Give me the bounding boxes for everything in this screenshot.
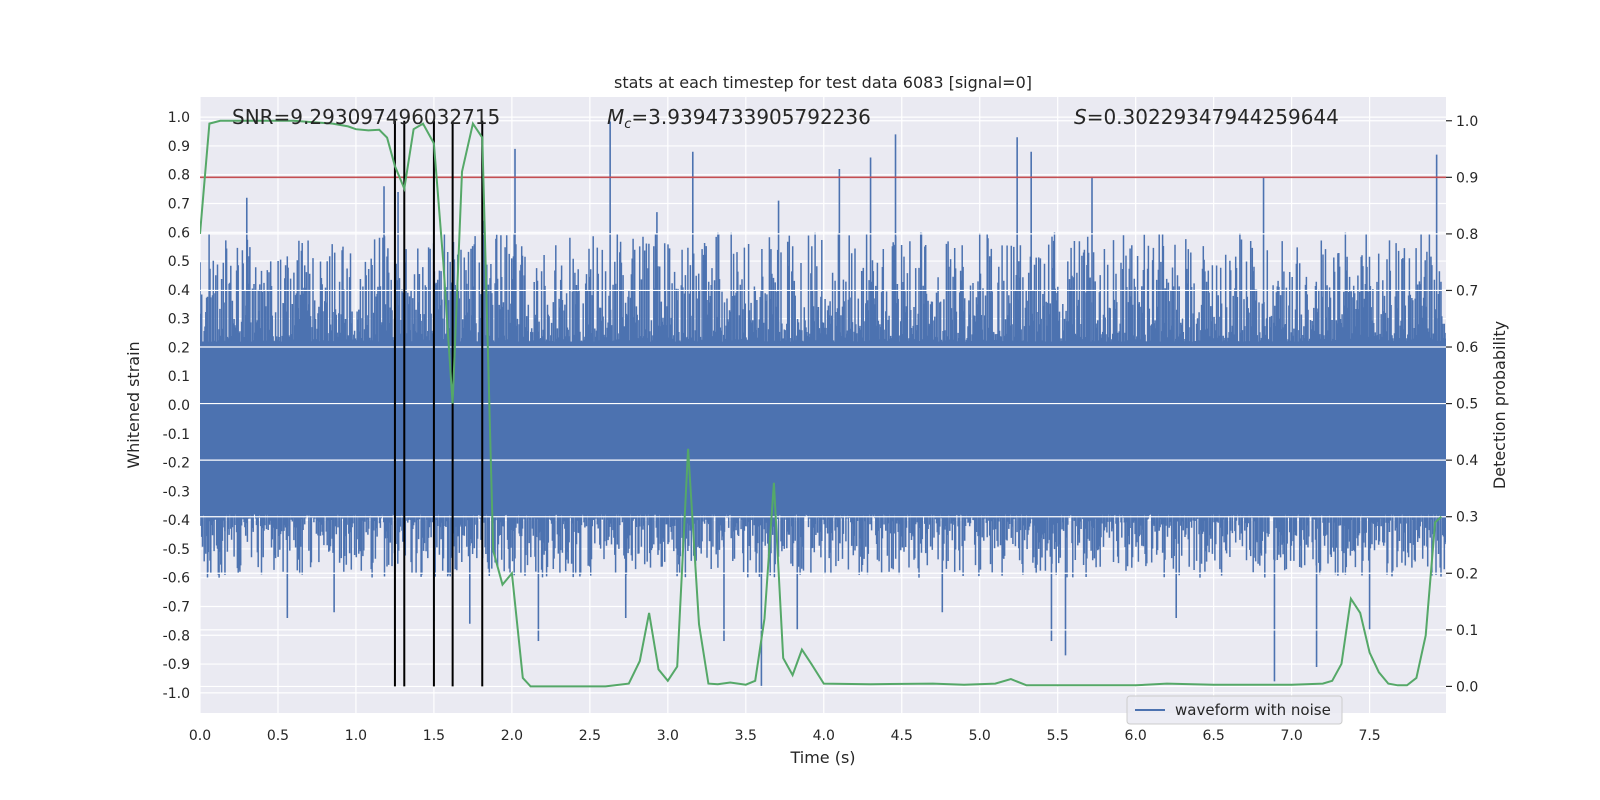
right-axis-label: Detection probability xyxy=(1490,321,1509,489)
legend: waveform with noise xyxy=(1126,695,1343,725)
s-value: =0.30229347944259644 xyxy=(1087,105,1339,129)
x-tick-label: 0.0 xyxy=(189,728,211,744)
right-axis-ticks: 1.0 0.9 0.8 0.7 0.6 0.5 0.4 0.3 0.2 0.1 0.0 xyxy=(1446,114,1478,695)
chirp-mass-value: =3.9394733905792236 xyxy=(631,105,870,129)
right-tick-label: 0.5 xyxy=(1456,397,1478,413)
s-symbol: S xyxy=(1074,105,1087,129)
left-tick-label: -0.9 xyxy=(163,657,190,673)
chart-title: stats at each timestep for test data 608… xyxy=(614,73,1032,92)
left-tick-label: 0.0 xyxy=(168,398,190,414)
left-tick-label: -0.7 xyxy=(163,599,190,615)
left-tick-label: 1.0 xyxy=(168,110,190,126)
x-tick-label: 1.5 xyxy=(423,728,445,744)
right-tick-label: 0.6 xyxy=(1456,340,1478,356)
legend-label: waveform with noise xyxy=(1175,701,1331,719)
left-tick-label: 0.6 xyxy=(168,225,190,241)
x-axis-ticks: 0.0 0.5 1.0 1.5 2.0 2.5 3.0 3.5 4.0 4.5 5.0 5.5 6.0 6… xyxy=(189,728,1381,744)
right-tick-label: 0.8 xyxy=(1456,227,1478,243)
right-tick-label: 0.7 xyxy=(1456,283,1478,299)
right-tick-label: 0.3 xyxy=(1456,510,1478,526)
x-tick-label: 7.5 xyxy=(1358,728,1380,744)
right-tick-label: 0.9 xyxy=(1456,170,1478,186)
right-tick-label: 0.0 xyxy=(1456,679,1478,695)
x-tick-label: 1.0 xyxy=(345,728,367,744)
right-tick-label: 1.0 xyxy=(1456,114,1478,130)
chirp-mass-subscript: c xyxy=(624,117,631,132)
right-tick-label: 0.4 xyxy=(1456,453,1478,469)
snr-annotation: SNR=9.293097496032715 xyxy=(232,105,500,129)
left-tick-label: 0.8 xyxy=(168,168,190,184)
chirp-mass-symbol: M xyxy=(607,105,624,129)
left-tick-label: -0.6 xyxy=(163,571,190,587)
x-tick-label: 7.0 xyxy=(1280,728,1302,744)
x-tick-label: 5.0 xyxy=(969,728,991,744)
left-tick-label: 0.1 xyxy=(168,369,190,385)
waveform-core-band xyxy=(200,341,1446,515)
x-axis-label: Time (s) xyxy=(789,748,855,767)
left-tick-label: -0.3 xyxy=(163,484,190,500)
left-axis-ticks: 1.0 0.9 0.8 0.7 0.6 0.5 0.4 0.3 0.2 0.1 0.0 -0.1 -0.… xyxy=(163,110,190,702)
probability-line xyxy=(200,119,1442,688)
x-tick-label: 0.5 xyxy=(267,728,289,744)
x-tick-label: 2.0 xyxy=(501,728,523,744)
left-tick-label: -0.2 xyxy=(163,456,190,472)
left-tick-label: -0.4 xyxy=(163,513,190,529)
x-tick-label: 2.5 xyxy=(579,728,601,744)
right-tick-label: 0.2 xyxy=(1456,566,1478,582)
x-tick-label: 3.0 xyxy=(657,728,679,744)
left-tick-label: 0.7 xyxy=(168,197,190,213)
x-tick-label: 6.0 xyxy=(1125,728,1147,744)
left-tick-label: 0.9 xyxy=(168,139,190,155)
x-tick-label: 3.5 xyxy=(735,728,757,744)
left-tick-label: -0.5 xyxy=(163,542,190,558)
s-annotation: S=0.30229347944259644 xyxy=(1074,105,1339,129)
left-tick-label: 0.2 xyxy=(168,340,190,356)
left-tick-label: 0.4 xyxy=(168,283,190,299)
left-tick-label: 0.5 xyxy=(168,254,190,270)
waveform-series xyxy=(200,120,1446,688)
x-tick-label: 4.0 xyxy=(813,728,835,744)
left-tick-label: -0.8 xyxy=(163,628,190,644)
chirp-mass-annotation: Mc=3.9394733905792236 xyxy=(607,105,871,132)
right-axis-grid xyxy=(200,120,1446,688)
left-tick-label: -1.0 xyxy=(163,686,190,702)
right-tick-label: 0.1 xyxy=(1456,623,1478,639)
x-tick-label: 4.5 xyxy=(891,728,913,744)
left-axis-label: Whitened strain xyxy=(124,341,143,468)
legend-box xyxy=(1126,695,1343,725)
x-tick-label: 6.5 xyxy=(1203,728,1225,744)
left-tick-label: 0.3 xyxy=(168,312,190,328)
left-tick-label: -0.1 xyxy=(163,427,190,443)
x-tick-label: 5.5 xyxy=(1047,728,1069,744)
